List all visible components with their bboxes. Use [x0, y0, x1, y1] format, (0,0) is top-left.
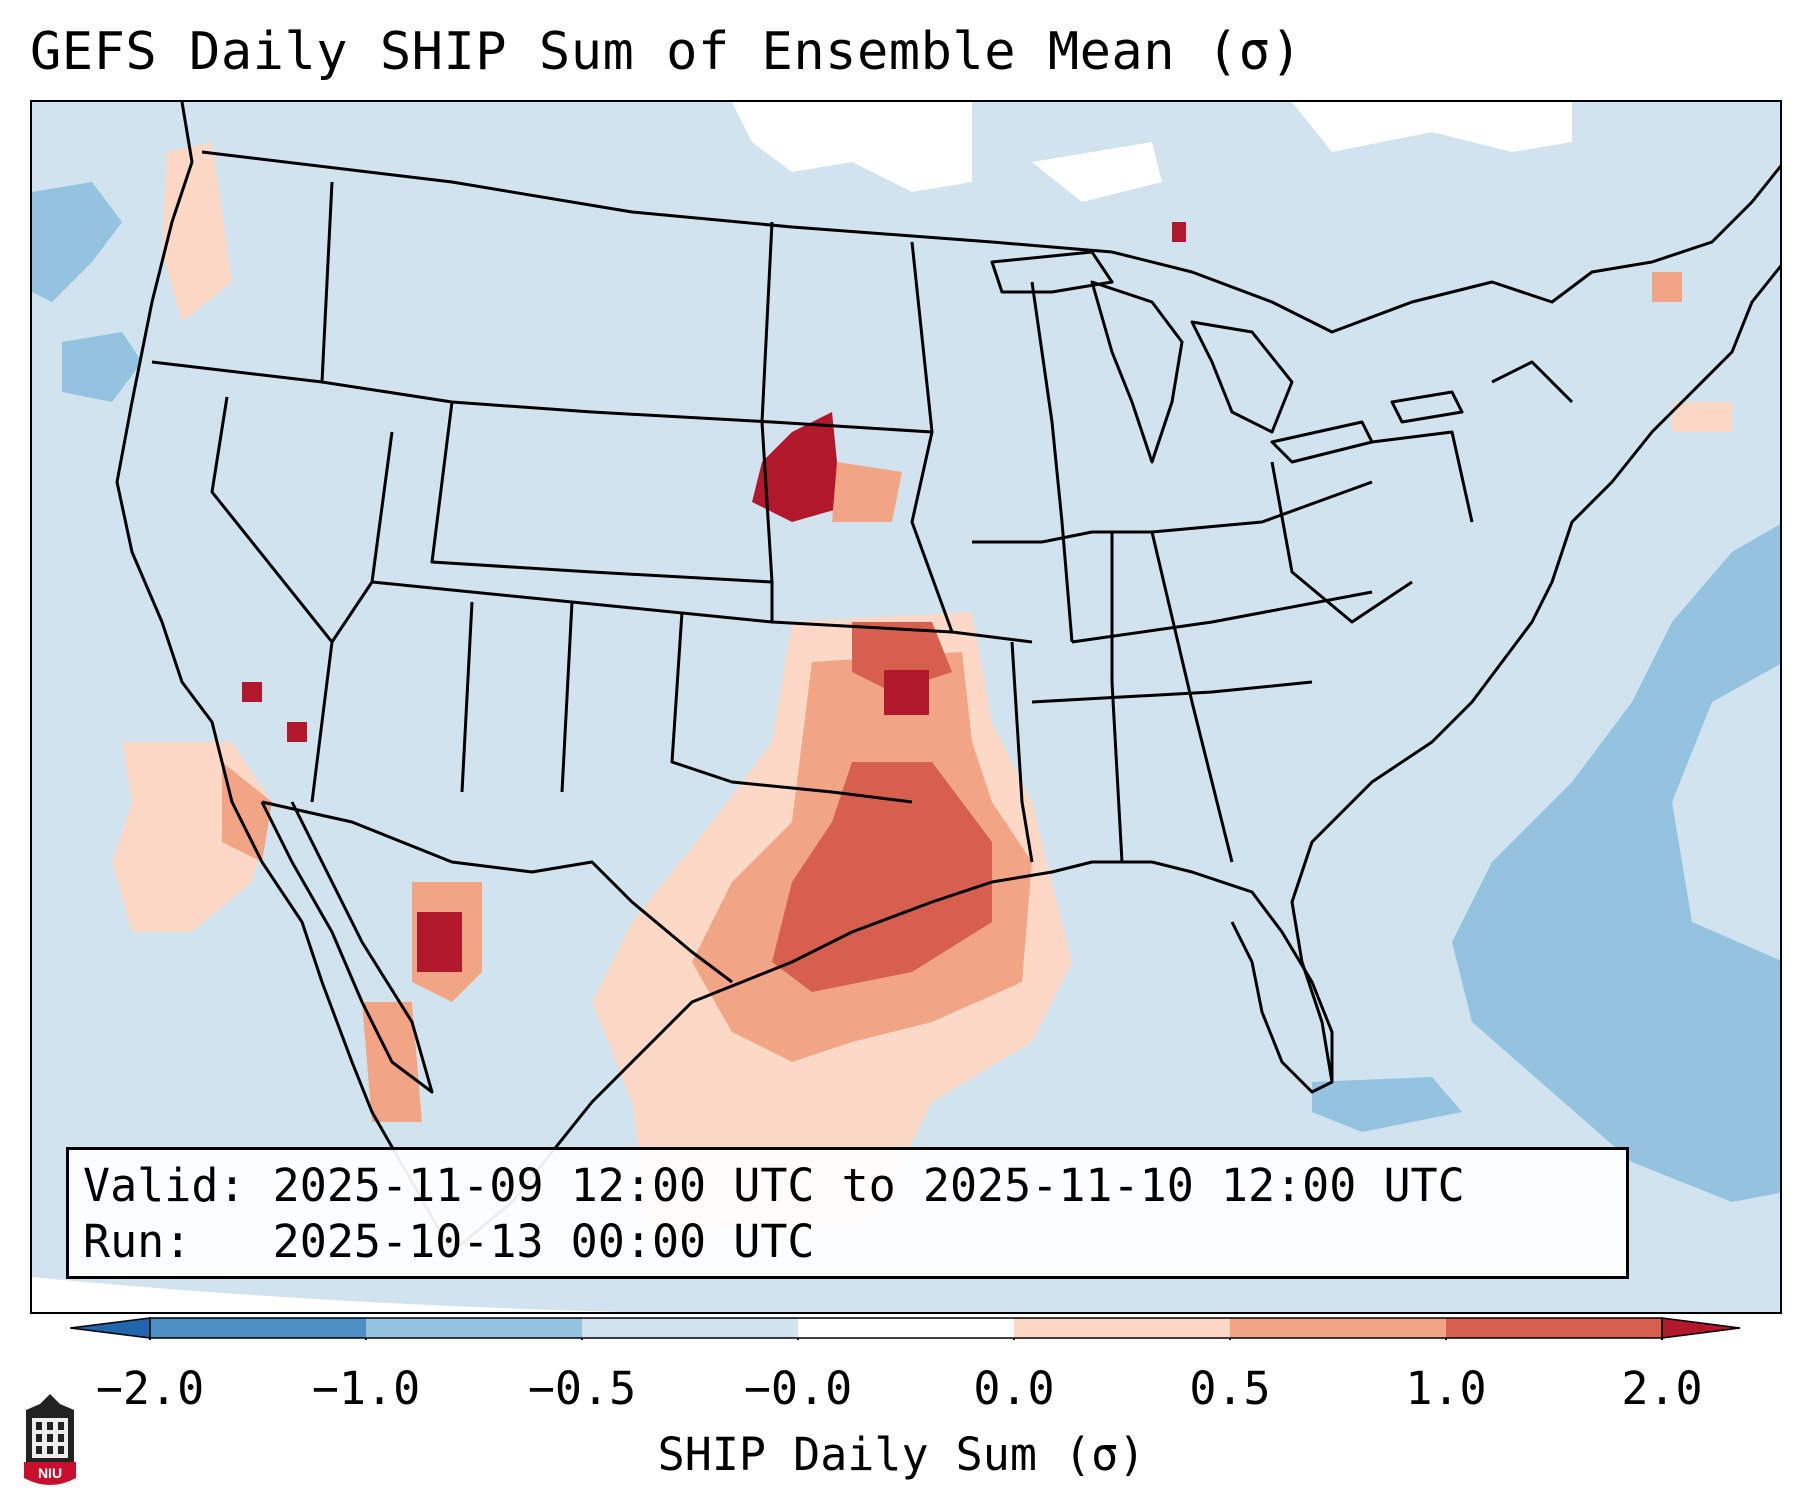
state-border-oklahoma	[670, 611, 913, 804]
state-border-dakotas	[760, 221, 774, 622]
projection-edge	[32, 1277, 623, 1312]
pacific-coastline	[115, 102, 454, 1253]
state-border-minnesota	[910, 241, 954, 633]
map-panel	[30, 100, 1782, 1314]
chart-title: GEFS Daily SHIP Sum of Ensemble Mean (σ)	[30, 22, 1303, 82]
state-border-nm-west	[560, 601, 574, 793]
colorbar-outline	[149, 1317, 1663, 1339]
lake-huron	[1190, 320, 1294, 434]
colorbar-extend-low	[70, 1317, 151, 1339]
state-border-alabama	[1110, 532, 1124, 863]
colorbar-tick-label: 0.0	[973, 1362, 1055, 1415]
atlantic-negative-anomaly	[1452, 524, 1780, 1202]
nevada-max-anomaly	[242, 682, 262, 702]
state-border-georgia	[1150, 531, 1234, 863]
colorbar-segment-2	[366, 1318, 582, 1338]
colorbar-tick-label: 0.5	[1189, 1362, 1271, 1415]
baja-coastline	[260, 801, 434, 1094]
state-border-virginia	[1270, 461, 1413, 624]
lake-superior	[990, 250, 1114, 294]
run-label: Run:	[83, 1215, 192, 1268]
state-border-nevada-ca	[210, 396, 334, 643]
pacific-negative-anomaly-2	[62, 332, 142, 402]
colorbar-segment-4	[798, 1318, 1014, 1338]
state-border-iowa	[972, 530, 1152, 544]
canada-white-patch-1	[732, 102, 972, 192]
us-canada-border-east	[1111, 164, 1780, 334]
colorbar-tick-label: −0.5	[527, 1362, 637, 1415]
kansas-max-anomaly	[884, 670, 929, 715]
state-border-tennessee-north	[1071, 590, 1373, 644]
state-border-arizona-west	[310, 641, 334, 803]
pacific-negative-anomaly-1	[32, 182, 122, 302]
valid-run-info-box: Valid: 2025-11-09 12:00 UTC to 2025-11-1…	[66, 1147, 1629, 1279]
state-border-tennessee-south	[1031, 680, 1313, 704]
nebraska-positive-anomaly	[832, 462, 902, 522]
colorbar-segment-3	[582, 1318, 798, 1338]
atlantic-coastline	[1290, 264, 1780, 1083]
atlantic-neutral-patch	[1672, 664, 1780, 961]
gulf-negative-anomaly	[1312, 1077, 1462, 1132]
colorbar-tick-label: 2.0	[1621, 1362, 1703, 1415]
colorbar-segment-5	[1014, 1318, 1230, 1338]
sonora-max-anomaly	[417, 912, 462, 972]
lake-michigan	[1090, 280, 1184, 464]
colorbar-extend-high	[1661, 1317, 1741, 1339]
colorbar-segment-6	[1230, 1318, 1446, 1338]
michigan-max-anomaly	[1172, 222, 1186, 242]
gulf-coastline	[451, 860, 1334, 1254]
valid-value: 2025-11-09 12:00 UTC to 2025-11-10 12:00…	[272, 1159, 1465, 1212]
maine-positive-anomaly	[1652, 272, 1682, 302]
atlantic-positive-anomaly	[1672, 402, 1732, 432]
state-border-pennsylvania	[1371, 430, 1474, 523]
california-max-anomaly	[287, 722, 307, 742]
state-border-ohio	[1151, 480, 1373, 534]
lake-ontario	[1390, 390, 1464, 424]
state-border-new-england	[1491, 360, 1574, 404]
colorbar-ticks	[149, 1338, 1663, 1340]
colorbar	[70, 1317, 1741, 1340]
geographic-boundaries	[115, 102, 1780, 1254]
colorbar-segment-7	[1446, 1318, 1662, 1338]
colorbar-title: SHIP Daily Sum (σ)	[657, 1428, 1146, 1481]
state-border-wisconsin-illinois	[1030, 281, 1074, 643]
state-border-mississippi-river	[1010, 641, 1034, 863]
us-canada-border-west	[201, 150, 1113, 254]
washington-positive-anomaly	[162, 142, 232, 322]
state-border-oregon-idaho	[151, 360, 323, 384]
valid-label: Valid:	[83, 1159, 246, 1212]
map-canvas	[32, 102, 1780, 1312]
canada-white-patch-2	[1032, 142, 1162, 202]
colorbar-tick-label: 1.0	[1405, 1362, 1487, 1415]
colorbar-tick-label: −1.0	[311, 1362, 421, 1415]
svg-text:NIU: NIU	[38, 1465, 62, 1481]
colorbar-segment-1	[150, 1318, 366, 1338]
colorbar-tick-label: −0.0	[743, 1362, 853, 1415]
canada-white-patch-3	[1292, 102, 1572, 152]
niu-logo-icon: NIU	[24, 1394, 76, 1485]
baja-positive-anomaly-medium	[222, 762, 272, 862]
colorbar-tick-label: −2.0	[95, 1362, 205, 1415]
texas-positive-anomaly-strong	[772, 762, 992, 992]
us-mexico-border	[261, 800, 733, 984]
run-value: 2025-10-13 00:00 UTC	[272, 1215, 815, 1268]
state-border-arizona-nm	[460, 601, 474, 793]
state-border-north-tier	[320, 181, 933, 434]
state-border-colorado-north	[430, 401, 773, 584]
